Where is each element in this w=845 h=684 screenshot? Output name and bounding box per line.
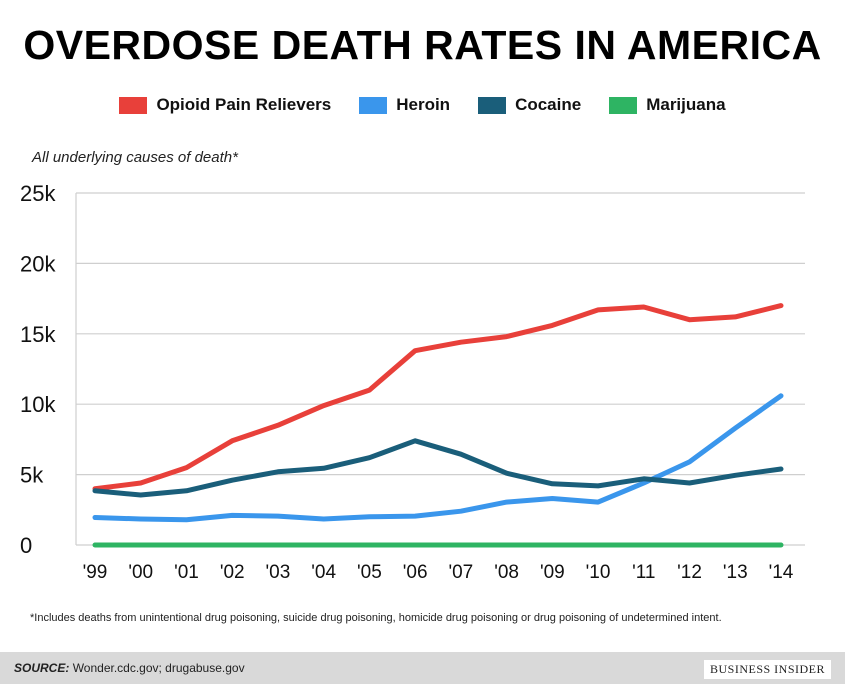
x-tick-label: '14 (769, 562, 794, 583)
x-tick-label: '06 (403, 562, 428, 583)
line-chart: 0 5k 10k 15k 20k 25k '99 '00 '01 '02 '03 '04 '05 '06 '… (20, 181, 805, 583)
source-bar: SOURCE: Wonder.cdc.gov; drugabuse.gov BU… (0, 652, 845, 684)
chart-title: OVERDOSE DEATH RATES IN AMERICA (23, 22, 822, 68)
series-line-opioid-pain-relievers (92, 303, 784, 492)
brand-logo: BUSINESS INSIDER (703, 660, 831, 679)
x-tick-label: '11 (632, 562, 655, 583)
x-tick-label: '05 (357, 562, 382, 583)
x-tick-label: '04 (311, 562, 336, 583)
y-tick-label: 5k (20, 463, 44, 488)
source-value: Wonder.cdc.gov; drugabuse.gov (72, 661, 245, 675)
legend-swatch-opioid (119, 96, 148, 114)
x-tick-label: '99 (83, 562, 108, 583)
x-tick-label: '10 (586, 562, 611, 583)
legend-label-cocaine: Cocaine (515, 95, 582, 114)
x-tick-label: '12 (677, 562, 702, 583)
chart-subtitle: All underlying causes of death* (32, 149, 238, 166)
legend-label-marijuana: Marijuana (646, 95, 726, 114)
x-tick-label: '02 (220, 562, 245, 583)
legend-swatch-cocaine (478, 96, 507, 114)
legend-item-heroin: Heroin (359, 95, 450, 115)
legend: Opioid Pain Relievers Heroin Cocaine Mar… (0, 95, 845, 115)
source-label: SOURCE: (14, 661, 70, 675)
x-tick-label: '08 (494, 562, 519, 583)
y-tick-label: 25k (20, 181, 56, 206)
x-tick-label: '01 (174, 562, 199, 583)
legend-item-opioid: Opioid Pain Relievers (119, 95, 331, 115)
legend-swatch-marijuana (609, 96, 638, 114)
legend-swatch-heroin (359, 96, 388, 114)
legend-item-marijuana: Marijuana (609, 95, 726, 115)
legend-label-opioid: Opioid Pain Relievers (156, 95, 332, 114)
y-tick-label: 0 (20, 533, 32, 558)
x-tick-label: '09 (540, 562, 565, 583)
source-text: SOURCE: Wonder.cdc.gov; drugabuse.gov (14, 661, 245, 675)
legend-label-heroin: Heroin (396, 95, 451, 114)
y-tick-label: 10k (20, 392, 56, 417)
y-tick-label: 15k (20, 322, 56, 347)
x-tick-label: '13 (723, 562, 748, 583)
series-line-cocaine (92, 438, 784, 498)
y-tick-label: 20k (20, 251, 56, 276)
x-tick-label: '07 (448, 562, 473, 583)
x-tick-label: '00 (128, 562, 153, 583)
series-line-heroin (92, 393, 784, 523)
legend-item-cocaine: Cocaine (478, 95, 581, 115)
x-tick-label: '03 (266, 562, 291, 583)
footnote: *Includes deaths from unintentional drug… (30, 612, 722, 624)
